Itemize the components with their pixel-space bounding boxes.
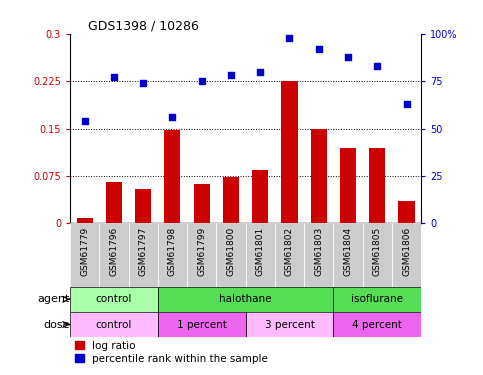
Bar	[333, 312, 421, 337]
Bar	[216, 224, 245, 286]
Bar	[70, 312, 158, 337]
Text: GSM61802: GSM61802	[285, 226, 294, 276]
Text: 1 percent: 1 percent	[177, 320, 227, 330]
Bar	[333, 224, 363, 286]
Text: halothane: halothane	[219, 294, 272, 304]
Text: isoflurane: isoflurane	[351, 294, 403, 304]
Point	[256, 69, 264, 75]
Point	[139, 80, 147, 86]
Text: GSM61797: GSM61797	[139, 226, 148, 276]
Point	[315, 46, 323, 52]
Point	[169, 114, 176, 120]
Bar	[194, 183, 210, 224]
Point	[373, 63, 381, 69]
Text: GSM61779: GSM61779	[80, 226, 89, 276]
Text: GSM61800: GSM61800	[227, 226, 236, 276]
Text: GSM61799: GSM61799	[197, 226, 206, 276]
Text: GSM61805: GSM61805	[373, 226, 382, 276]
Bar	[128, 224, 158, 286]
Bar	[275, 224, 304, 286]
Text: 4 percent: 4 percent	[352, 320, 402, 330]
Bar	[282, 81, 298, 224]
Bar	[245, 312, 333, 337]
Bar	[340, 147, 356, 224]
Text: GSM61803: GSM61803	[314, 226, 323, 276]
Point	[198, 78, 206, 84]
Bar	[135, 189, 151, 224]
Bar	[245, 224, 275, 286]
Bar	[392, 224, 421, 286]
Text: control: control	[96, 294, 132, 304]
Bar	[398, 201, 414, 223]
Point	[285, 34, 293, 40]
Bar	[304, 224, 333, 286]
Text: 3 percent: 3 percent	[265, 320, 314, 330]
Bar	[252, 170, 268, 224]
Bar	[70, 286, 158, 312]
Point	[403, 101, 411, 107]
Text: GSM61796: GSM61796	[110, 226, 118, 276]
Text: GSM61798: GSM61798	[168, 226, 177, 276]
Text: agent: agent	[37, 294, 70, 304]
Bar	[333, 286, 421, 312]
Point	[344, 54, 352, 60]
Text: GDS1398 / 10286: GDS1398 / 10286	[87, 20, 199, 33]
Text: GSM61804: GSM61804	[343, 226, 353, 276]
Bar	[311, 129, 327, 224]
Text: dose: dose	[43, 320, 70, 330]
Bar	[187, 224, 216, 286]
Bar	[70, 224, 99, 286]
Bar	[363, 224, 392, 286]
Text: GSM61801: GSM61801	[256, 226, 265, 276]
Bar	[99, 224, 128, 286]
Bar	[158, 286, 333, 312]
Bar	[158, 312, 245, 337]
Point	[81, 118, 88, 124]
Text: GSM61806: GSM61806	[402, 226, 411, 276]
Bar	[158, 224, 187, 286]
Legend: log ratio, percentile rank within the sample: log ratio, percentile rank within the sa…	[75, 341, 268, 364]
Bar	[223, 177, 239, 224]
Point	[227, 72, 235, 78]
Bar	[77, 218, 93, 223]
Bar	[106, 182, 122, 224]
Bar	[164, 130, 181, 224]
Bar	[369, 147, 385, 224]
Text: control: control	[96, 320, 132, 330]
Point	[110, 74, 118, 80]
